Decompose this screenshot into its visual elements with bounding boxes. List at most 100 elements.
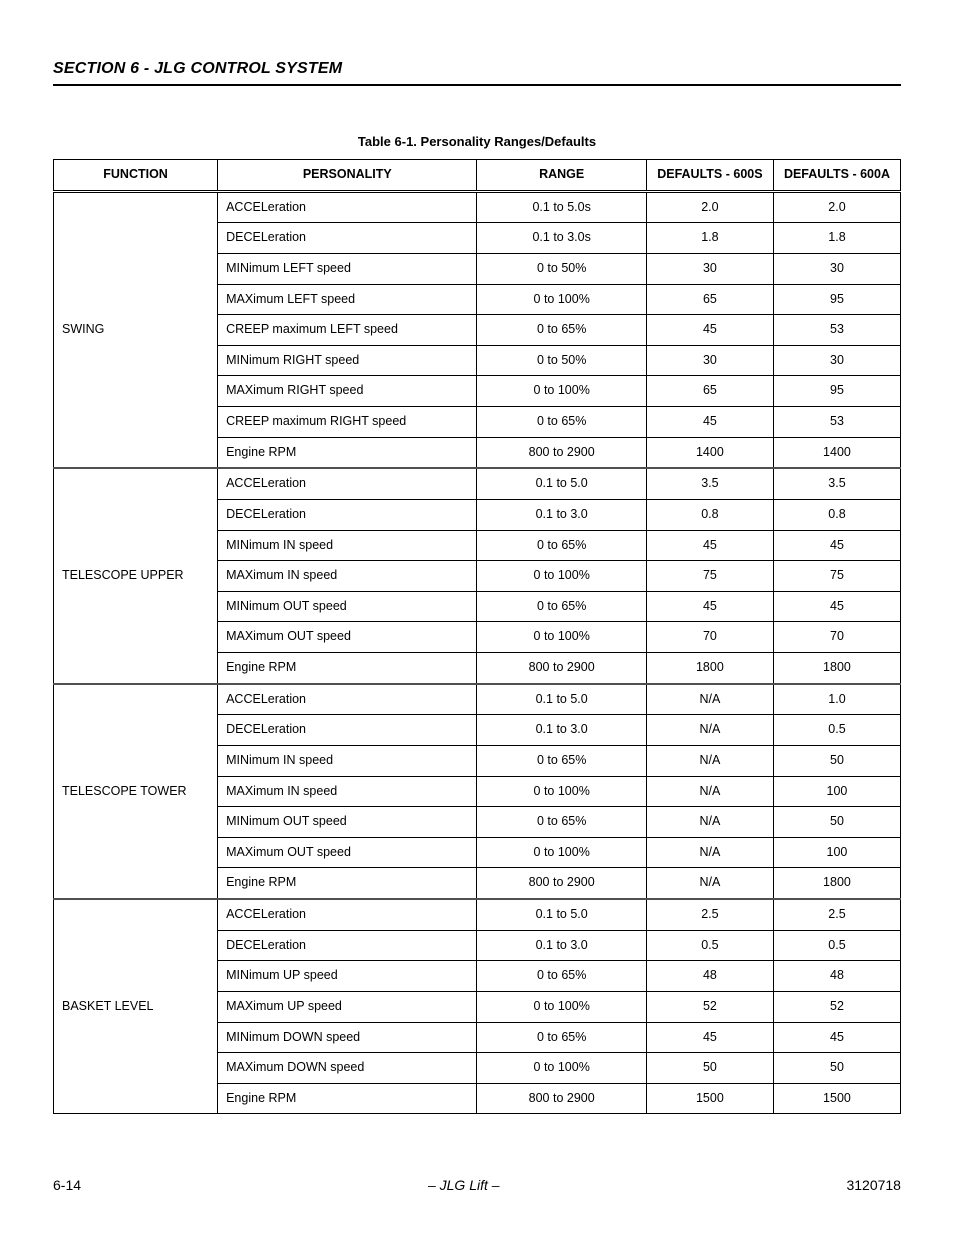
cell-defaults-600s: N/A (646, 776, 773, 807)
cell-personality: MAXimum RIGHT speed (218, 376, 477, 407)
cell-personality: Engine RPM (218, 1083, 477, 1114)
cell-defaults-600s: 52 (646, 991, 773, 1022)
cell-range: 800 to 2900 (477, 653, 646, 684)
cell-defaults-600s: N/A (646, 837, 773, 868)
table-row: TELESCOPE TOWERACCELeration0.1 to 5.0N/A… (54, 684, 901, 715)
cell-defaults-600s: 30 (646, 253, 773, 284)
cell-range: 0 to 65% (477, 1022, 646, 1053)
cell-range: 0 to 50% (477, 345, 646, 376)
cell-defaults-600s: 0.5 (646, 930, 773, 961)
cell-defaults-600s: 65 (646, 376, 773, 407)
cell-defaults-600a: 48 (773, 961, 900, 992)
cell-personality: ACCELeration (218, 684, 477, 715)
cell-personality: Engine RPM (218, 437, 477, 468)
table-row: BASKET LEVELACCELeration0.1 to 5.02.52.5 (54, 899, 901, 930)
cell-defaults-600a: 45 (773, 530, 900, 561)
cell-range: 0 to 65% (477, 315, 646, 346)
cell-defaults-600a: 45 (773, 1022, 900, 1053)
section-rule (53, 84, 901, 86)
cell-personality: DECELeration (218, 930, 477, 961)
cell-defaults-600s: 1500 (646, 1083, 773, 1114)
cell-range: 0.1 to 5.0 (477, 684, 646, 715)
cell-range: 0 to 100% (477, 837, 646, 868)
cell-defaults-600a: 30 (773, 345, 900, 376)
cell-defaults-600s: 2.0 (646, 191, 773, 223)
cell-personality: MINimum OUT speed (218, 591, 477, 622)
page-footer: 6-14 – JLG Lift – 3120718 (53, 1177, 901, 1193)
cell-defaults-600a: 0.8 (773, 499, 900, 530)
cell-range: 0 to 100% (477, 991, 646, 1022)
cell-personality: MAXimum IN speed (218, 776, 477, 807)
cell-defaults-600a: 50 (773, 807, 900, 838)
table-header-row: FUNCTION PERSONALITY RANGE DEFAULTS - 60… (54, 160, 901, 192)
th-defaults-600s: DEFAULTS - 600S (646, 160, 773, 192)
cell-defaults-600a: 45 (773, 591, 900, 622)
th-defaults-600a: DEFAULTS - 600A (773, 160, 900, 192)
cell-defaults-600a: 50 (773, 745, 900, 776)
cell-range: 0 to 65% (477, 407, 646, 438)
cell-personality: MAXimum IN speed (218, 561, 477, 592)
cell-personality: ACCELeration (218, 899, 477, 930)
cell-defaults-600s: 45 (646, 1022, 773, 1053)
cell-defaults-600a: 1.8 (773, 223, 900, 254)
cell-defaults-600s: 75 (646, 561, 773, 592)
cell-range: 0 to 65% (477, 961, 646, 992)
cell-personality: MINimum DOWN speed (218, 1022, 477, 1053)
cell-defaults-600s: 45 (646, 407, 773, 438)
cell-defaults-600a: 2.5 (773, 899, 900, 930)
cell-range: 0 to 50% (477, 253, 646, 284)
cell-defaults-600a: 1500 (773, 1083, 900, 1114)
cell-personality: MINimum UP speed (218, 961, 477, 992)
cell-defaults-600a: 3.5 (773, 468, 900, 499)
cell-defaults-600s: 2.5 (646, 899, 773, 930)
cell-personality: MINimum RIGHT speed (218, 345, 477, 376)
table-row: SWINGACCELeration0.1 to 5.0s2.02.0 (54, 191, 901, 223)
cell-defaults-600s: 70 (646, 622, 773, 653)
th-personality: PERSONALITY (218, 160, 477, 192)
cell-defaults-600a: 2.0 (773, 191, 900, 223)
table-title: Table 6-1. Personality Ranges/Defaults (53, 134, 901, 149)
cell-personality: Engine RPM (218, 653, 477, 684)
personality-table: FUNCTION PERSONALITY RANGE DEFAULTS - 60… (53, 159, 901, 1114)
cell-defaults-600a: 0.5 (773, 930, 900, 961)
cell-defaults-600s: N/A (646, 715, 773, 746)
cell-personality: MINimum LEFT speed (218, 253, 477, 284)
cell-defaults-600s: 45 (646, 591, 773, 622)
cell-function: SWING (54, 191, 218, 468)
cell-defaults-600s: 1.8 (646, 223, 773, 254)
cell-personality: MINimum OUT speed (218, 807, 477, 838)
cell-range: 0.1 to 5.0 (477, 468, 646, 499)
cell-personality: DECELeration (218, 715, 477, 746)
footer-center: – JLG Lift – (428, 1177, 500, 1193)
cell-range: 0 to 65% (477, 745, 646, 776)
cell-defaults-600a: 100 (773, 837, 900, 868)
cell-defaults-600a: 95 (773, 284, 900, 315)
cell-range: 800 to 2900 (477, 1083, 646, 1114)
cell-range: 0 to 100% (477, 561, 646, 592)
cell-defaults-600a: 1.0 (773, 684, 900, 715)
cell-range: 0.1 to 3.0 (477, 715, 646, 746)
cell-defaults-600a: 1800 (773, 653, 900, 684)
cell-function: TELESCOPE TOWER (54, 684, 218, 899)
cell-personality: MAXimum LEFT speed (218, 284, 477, 315)
cell-range: 0.1 to 3.0 (477, 499, 646, 530)
cell-range: 0.1 to 3.0s (477, 223, 646, 254)
cell-defaults-600s: 1800 (646, 653, 773, 684)
cell-personality: DECELeration (218, 499, 477, 530)
cell-personality: MINimum IN speed (218, 745, 477, 776)
cell-personality: CREEP maximum LEFT speed (218, 315, 477, 346)
cell-range: 0.1 to 3.0 (477, 930, 646, 961)
cell-defaults-600s: 1400 (646, 437, 773, 468)
cell-defaults-600s: 45 (646, 315, 773, 346)
table-row: TELESCOPE UPPERACCELeration0.1 to 5.03.5… (54, 468, 901, 499)
cell-personality: CREEP maximum RIGHT speed (218, 407, 477, 438)
cell-range: 0 to 65% (477, 530, 646, 561)
cell-defaults-600s: 3.5 (646, 468, 773, 499)
cell-range: 0 to 100% (477, 622, 646, 653)
cell-defaults-600a: 1800 (773, 868, 900, 899)
cell-range: 0 to 100% (477, 776, 646, 807)
cell-defaults-600a: 0.5 (773, 715, 900, 746)
cell-range: 0.1 to 5.0 (477, 899, 646, 930)
cell-defaults-600s: 50 (646, 1053, 773, 1084)
cell-defaults-600s: 0.8 (646, 499, 773, 530)
